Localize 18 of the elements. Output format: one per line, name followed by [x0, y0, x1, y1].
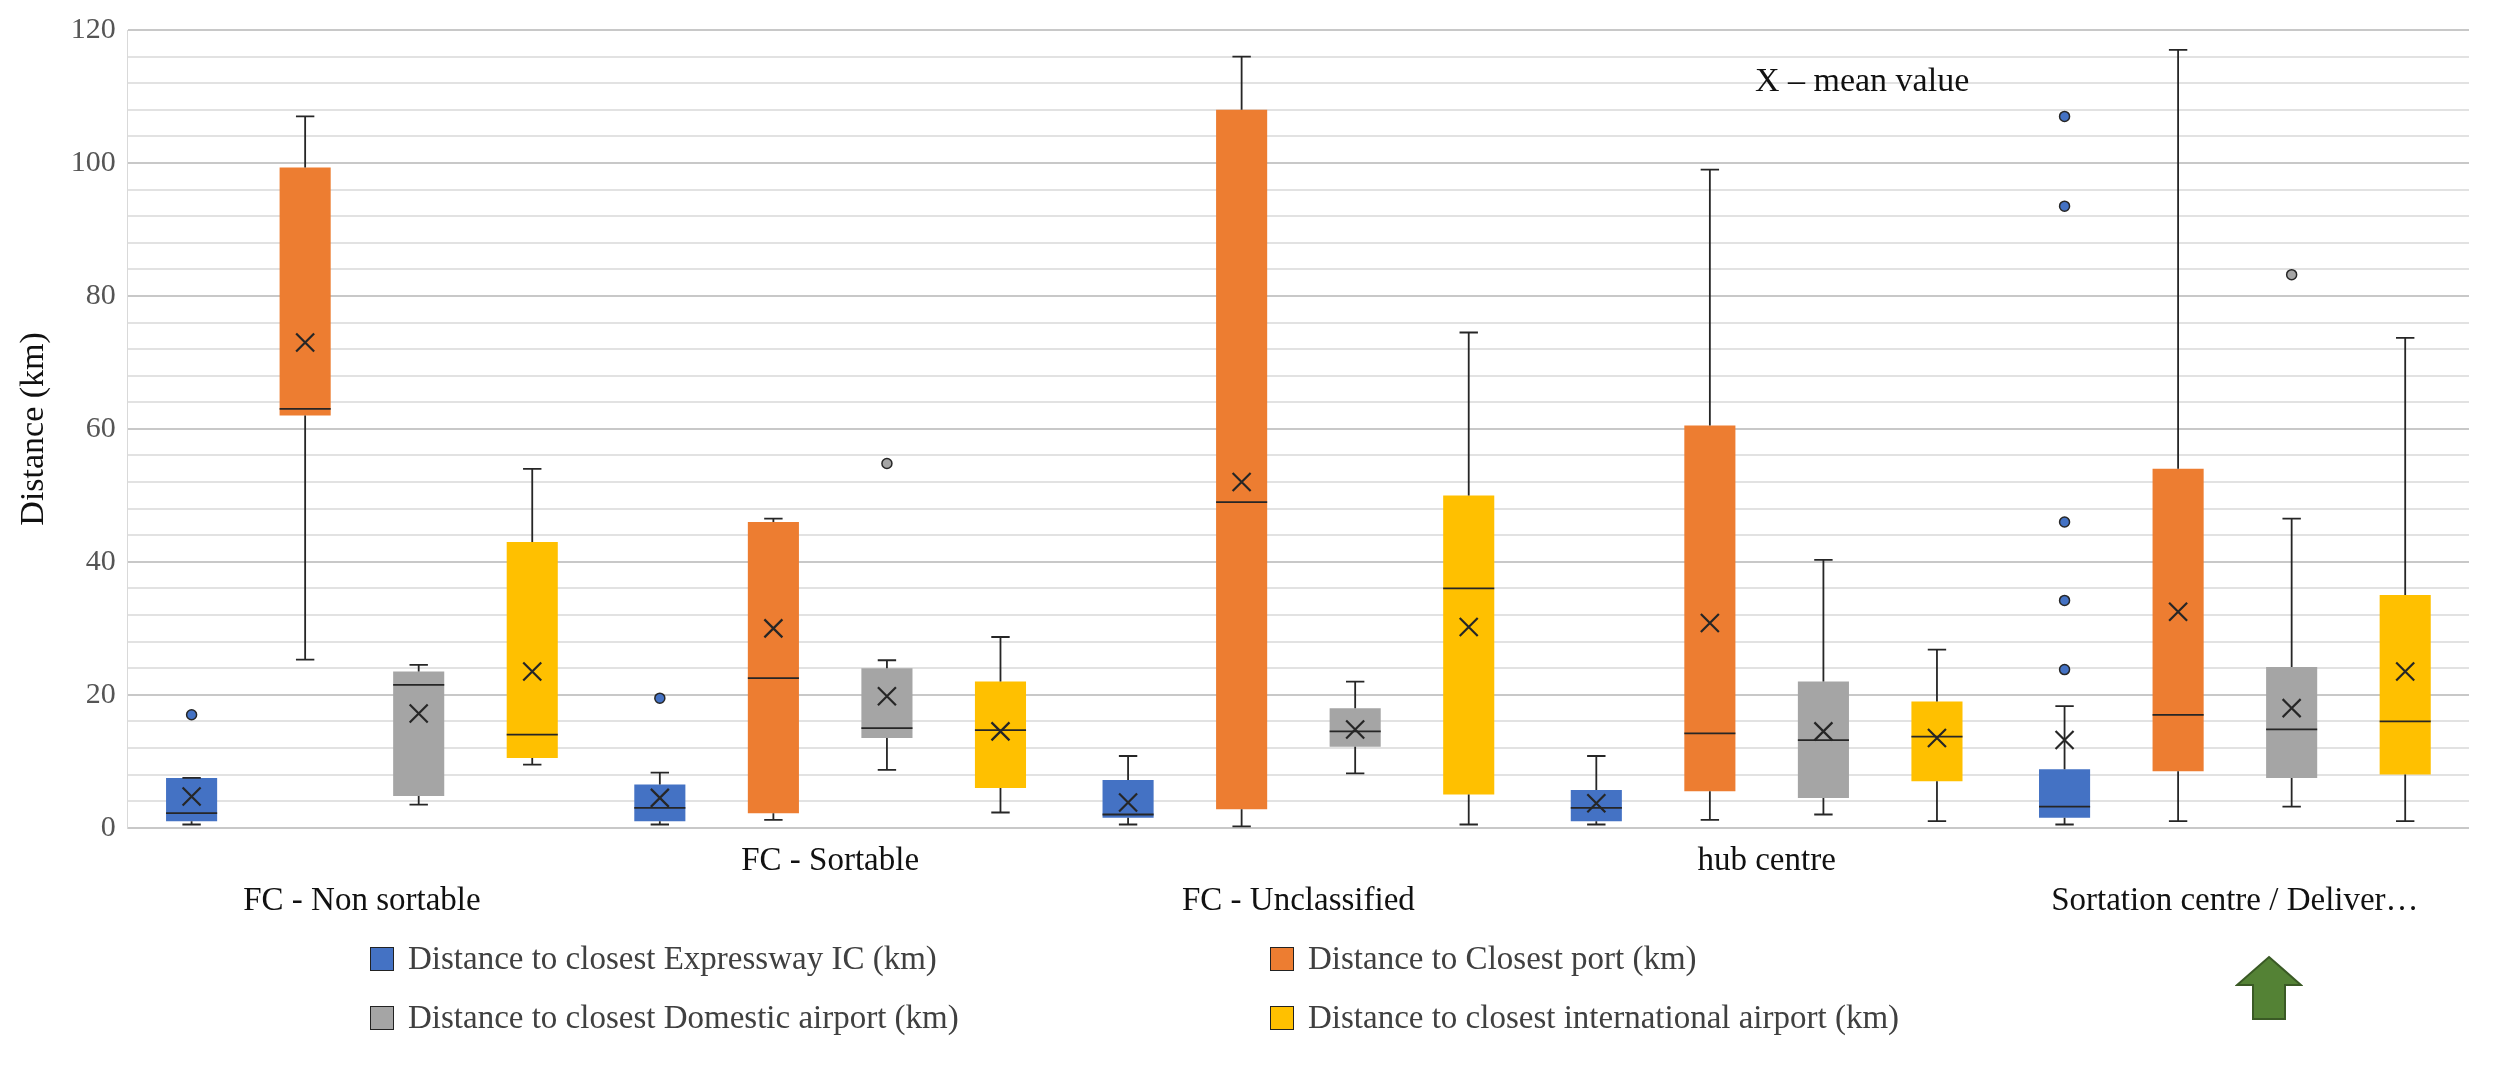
y-tick-label: 60 [85, 409, 116, 443]
x-tick-label: FC - Sortable [741, 841, 920, 878]
y-tick-label: 20 [85, 675, 116, 709]
annotation: X – mean value [1754, 60, 1970, 98]
x-tick-label: hub centre [1697, 841, 1836, 878]
legend-label: Distance to closest Domestic airport (km) [407, 999, 960, 1036]
y-tick-label: 0 [100, 808, 116, 842]
legend-label: Distance to closest Expressway IC (km) [407, 940, 938, 977]
legend-label: Distance to closest international airport (km) [1307, 999, 1901, 1036]
y-axis-title: Distance (km) [13, 332, 52, 526]
y-tick-label: 100 [70, 143, 116, 177]
y-tick-label: 80 [85, 276, 116, 310]
y-tick-label: 40 [85, 542, 116, 576]
legend-label: Distance to Closest port (km) [1307, 940, 1698, 977]
x-tick-label: FC - Non sortable [243, 880, 481, 917]
x-tick-label: Sortation centre / Deliver… [2051, 880, 2419, 917]
x-tick-label: FC - Unclassified [1181, 880, 1416, 917]
y-tick-label: 120 [70, 10, 116, 44]
